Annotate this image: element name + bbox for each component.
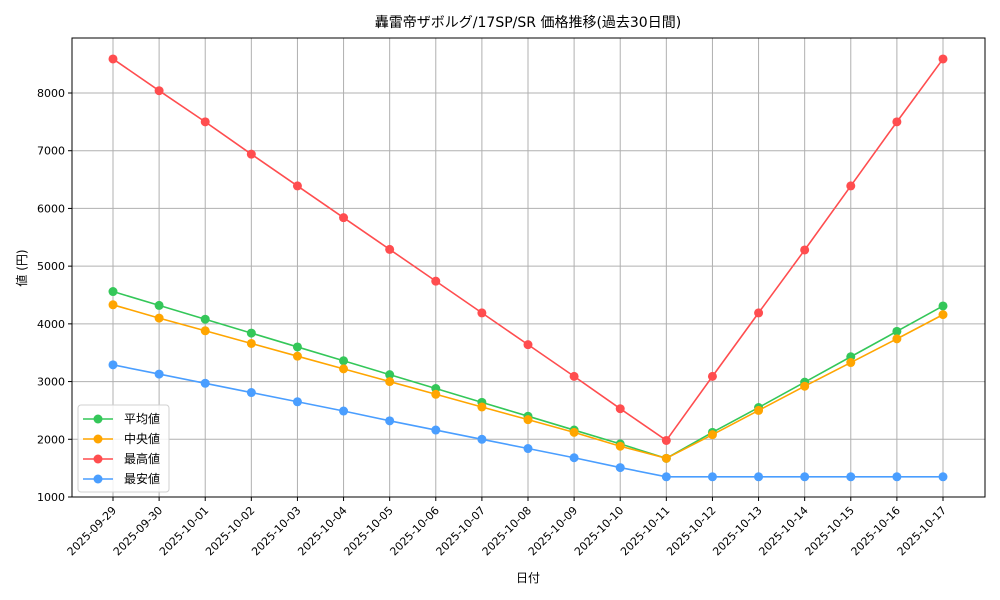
data-point: [754, 472, 764, 482]
data-point: [246, 338, 256, 348]
x-tick-label: 2025-10-17: [895, 504, 949, 558]
y-tick-label: 3000: [37, 376, 65, 389]
data-point: [154, 369, 164, 379]
data-point: [846, 181, 856, 191]
data-point: [385, 377, 395, 387]
data-point: [615, 463, 625, 473]
legend-label: 最高値: [124, 451, 160, 466]
data-point: [431, 276, 441, 286]
legend-label: 平均値: [124, 411, 160, 426]
data-point: [569, 453, 579, 463]
data-point: [431, 389, 441, 399]
data-point: [292, 397, 302, 407]
series-1: [108, 300, 948, 463]
data-point: [800, 245, 810, 255]
data-point: [754, 405, 764, 415]
legend-marker-icon: [93, 434, 103, 444]
data-point: [108, 54, 118, 64]
data-point: [477, 434, 487, 444]
data-point: [892, 326, 902, 336]
data-point: [108, 287, 118, 297]
data-point: [154, 300, 164, 310]
data-point: [523, 444, 533, 454]
data-point: [385, 370, 395, 380]
data-point: [938, 301, 948, 311]
data-point: [615, 404, 625, 414]
data-point: [246, 149, 256, 159]
legend-marker-icon: [93, 414, 103, 424]
data-point: [154, 86, 164, 96]
y-tick-label: 2000: [37, 433, 65, 446]
y-tick-label: 7000: [37, 145, 65, 158]
legend-label: 最安値: [124, 471, 160, 486]
data-point: [707, 371, 717, 381]
data-point: [385, 416, 395, 426]
data-point: [200, 326, 210, 336]
y-axis-label: 値 (円): [14, 249, 29, 286]
data-point: [938, 54, 948, 64]
data-point: [569, 427, 579, 437]
data-point: [246, 388, 256, 398]
data-point: [846, 358, 856, 368]
x-axis: 2025-09-292025-09-302025-10-012025-10-02…: [65, 497, 949, 558]
chart-title: 轟雷帝ザボルグ/17SP/SR 価格推移(過去30日間): [375, 14, 681, 31]
legend-marker-icon: [93, 454, 103, 464]
data-point: [569, 371, 579, 381]
y-tick-label: 5000: [37, 260, 65, 273]
data-point: [661, 453, 671, 463]
series-3: [108, 360, 948, 482]
y-tick-label: 8000: [37, 87, 65, 100]
data-point: [800, 472, 810, 482]
grid-lines: [72, 38, 985, 498]
data-point: [661, 435, 671, 445]
data-point: [200, 117, 210, 127]
y-tick-label: 1000: [37, 491, 65, 504]
data-point: [154, 313, 164, 323]
data-point: [292, 342, 302, 352]
data-point: [523, 340, 533, 350]
data-point: [661, 472, 671, 482]
data-point: [292, 351, 302, 361]
data-point: [754, 308, 764, 318]
data-point: [339, 406, 349, 416]
y-axis: 1000 2000 3000 4000 5000 6000 7000 8000: [37, 87, 72, 504]
data-point: [846, 472, 856, 482]
data-point: [385, 244, 395, 254]
data-point: [339, 356, 349, 366]
data-point: [108, 360, 118, 370]
data-point: [523, 415, 533, 425]
data-point: [892, 117, 902, 127]
data-point: [938, 472, 948, 482]
data-point: [339, 213, 349, 223]
data-point: [431, 425, 441, 435]
data-point: [108, 300, 118, 310]
data-point: [477, 402, 487, 412]
data-series: [108, 54, 948, 482]
data-point: [200, 378, 210, 388]
legend-box: [77, 404, 170, 493]
data-point: [938, 310, 948, 320]
data-point: [892, 472, 902, 482]
y-tick-label: 6000: [37, 202, 65, 215]
data-point: [246, 328, 256, 338]
data-point: [339, 364, 349, 374]
legend-marker-icon: [93, 474, 103, 484]
data-point: [200, 314, 210, 324]
data-point: [707, 472, 717, 482]
data-point: [477, 308, 487, 318]
legend-label: 中央値: [124, 431, 160, 446]
data-point: [292, 181, 302, 191]
data-point: [800, 381, 810, 391]
series-2: [108, 54, 948, 445]
x-axis-label: 日付: [516, 571, 540, 585]
y-tick-label: 4000: [37, 318, 65, 331]
data-point: [615, 441, 625, 451]
data-point: [707, 430, 717, 440]
data-point: [892, 334, 902, 344]
